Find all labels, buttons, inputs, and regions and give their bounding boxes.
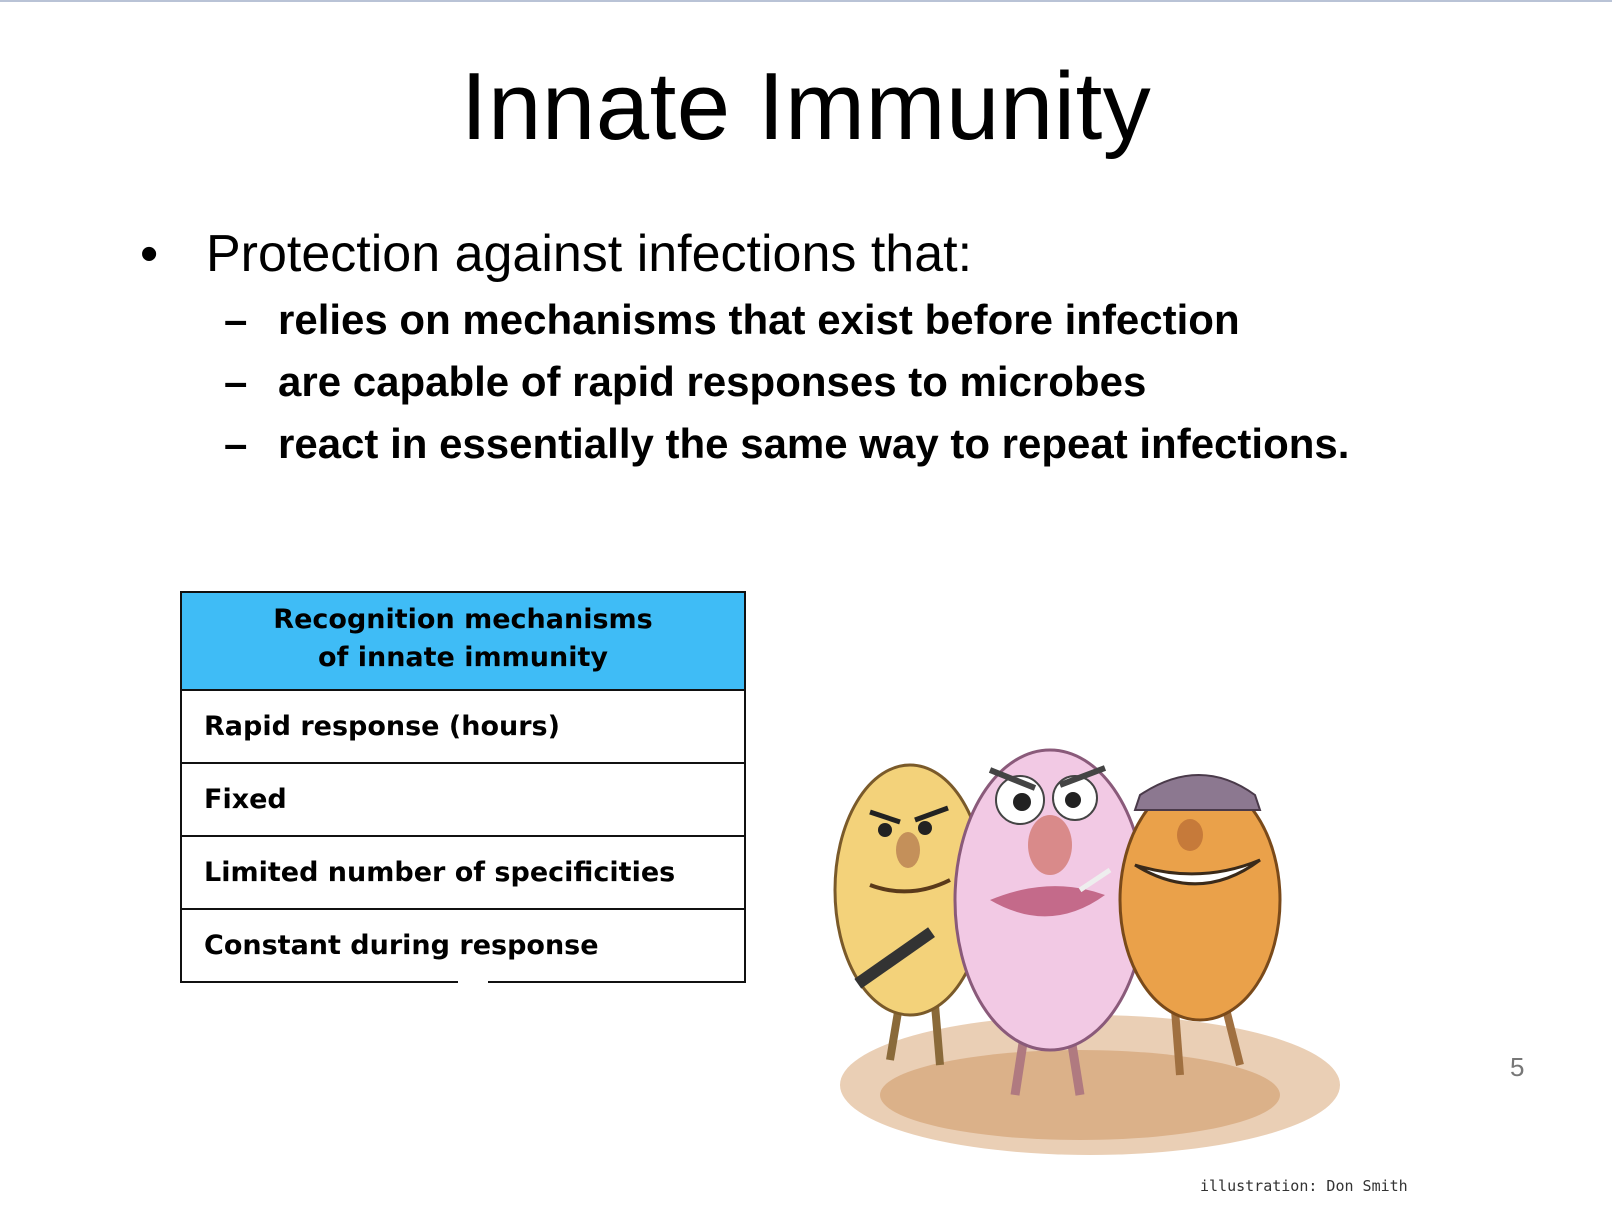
sub-bullet-marker: – — [224, 296, 248, 343]
main-bullet-text: Protection against infections that: — [206, 225, 973, 283]
page-number: 5 — [1510, 1052, 1525, 1082]
table-cell: Rapid response (hours) — [181, 689, 745, 763]
table-row: Rapid response (hours) — [181, 689, 745, 763]
ground-shadow — [840, 1015, 1340, 1155]
table-cell: Fixed — [181, 762, 745, 836]
table-notch — [458, 979, 488, 987]
table-row: Constant during response — [181, 908, 745, 982]
table-header-line-1: Recognition mechanisms — [273, 604, 653, 635]
table-header-line-2: of innate immunity — [318, 642, 608, 673]
microbe-cartoon-illustration — [833, 748, 1340, 1155]
illustration-credit: illustration: Don Smith — [1200, 1177, 1408, 1195]
top-rule — [0, 0, 1612, 2]
sub-bullet-text: are capable of rapid responses to microb… — [278, 358, 1147, 405]
table-row: Limited number of specificities — [181, 835, 745, 909]
recognition-mechanisms-table: Recognition mechanisms of innate immunit… — [180, 591, 746, 983]
table-header: Recognition mechanisms of innate immunit… — [181, 592, 745, 691]
sub-bullet-marker: – — [224, 420, 248, 467]
table-header-row: Recognition mechanisms of innate immunit… — [181, 592, 745, 691]
sub-bullet-text: react in essentially the same way to rep… — [278, 420, 1350, 467]
table-row: Fixed — [181, 762, 745, 836]
middle-microbe — [953, 748, 1147, 1096]
table-cell: Limited number of specificities — [181, 835, 745, 909]
bullet-marker: • — [140, 225, 159, 283]
right-microbe — [1118, 774, 1282, 1076]
table-cell: Constant during response — [181, 908, 745, 982]
slide-title: Innate Immunity — [460, 53, 1152, 160]
sub-bullet-marker: – — [224, 358, 248, 405]
sub-bullet-text: relies on mechanisms that exist before i… — [278, 296, 1240, 343]
